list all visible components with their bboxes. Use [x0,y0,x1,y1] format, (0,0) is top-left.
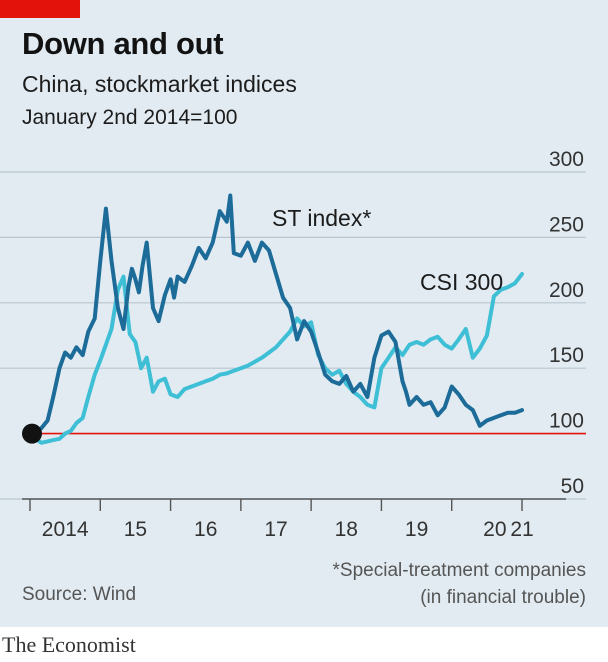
brand-red-tag [0,0,80,18]
chart-subtitle: China, stockmarket indices [22,71,297,97]
x-tick-label-16: 16 [194,518,217,541]
line-chart: 50 100 150 200 250 300 2014 15 16 17 18 19 20 21 ST in… [0,150,586,541]
series-line-st-index [28,193,524,436]
y-tick-label-50: 50 [561,475,584,498]
y-tick-label-200: 200 [549,279,584,302]
start-marker [22,423,42,444]
chart-title: Down and out [22,26,224,61]
series-line-csi-300 [28,272,524,445]
chart-base-note: January 2nd 2014=100 [22,106,238,129]
y-tick-label-100: 100 [549,410,584,433]
source-note: Source: Wind [22,584,137,605]
x-tick-label-2014: 2014 [42,518,89,541]
x-tick-label-20: 20 [483,518,506,541]
series-label-csi-300: CSI 300 [420,269,503,295]
footnote-line-1: *Special-treatment companies [332,560,586,581]
y-tick-label-250: 250 [549,213,584,236]
footnote-line-2: (in financial trouble) [420,587,586,608]
x-tick-label-21: 21 [510,518,533,541]
x-tick-label-15: 15 [124,518,147,541]
footnote: *Special-treatment companies (in financi… [333,557,586,611]
x-tick-label-19: 19 [405,518,428,541]
publisher-logo: The Economist [2,632,136,657]
y-tick-label-150: 150 [549,344,584,367]
y-tick-label-300: 300 [549,150,584,171]
series-label-st-index: ST index* [272,205,371,231]
x-tick-label-17: 17 [264,518,287,541]
x-tick-label-18: 18 [335,518,358,541]
chart-panel [0,0,608,627]
